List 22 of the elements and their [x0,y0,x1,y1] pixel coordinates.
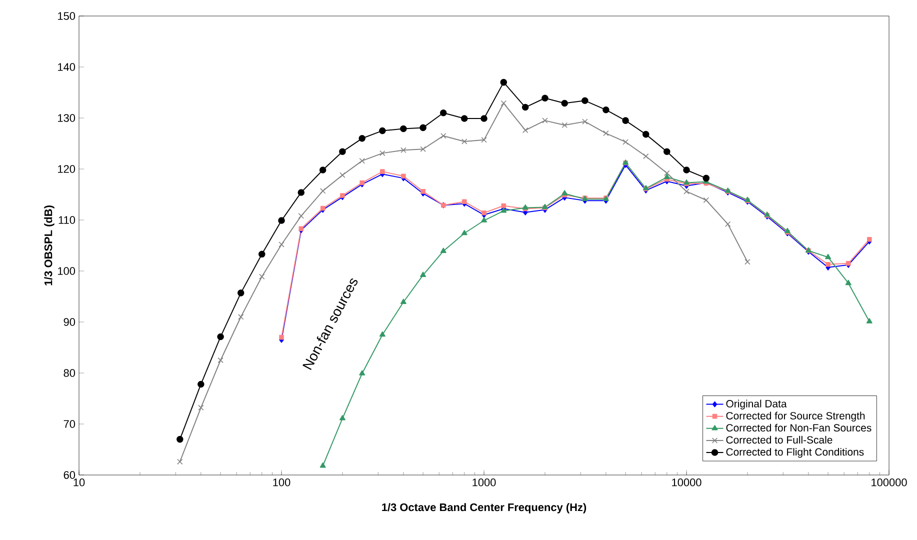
x-tick-label: 100000 [872,478,907,486]
y-tick-label: 150 [58,12,76,20]
y-tick-label: 60 [64,471,76,479]
x-tick-label: 100 [273,478,290,486]
legend-label: Corrected to Full-Scale [726,436,832,444]
y-tick-label: 70 [64,420,76,428]
y-axis-title: 1/3 OBSPL (dB) [44,206,54,286]
y-tick-label: 110 [58,216,76,224]
x-axis-title: 1/3 Octave Band Center Frequency (Hz) [382,503,586,514]
y-tick-label: 130 [58,114,76,122]
legend-label: Corrected for Non-Fan Sources [726,424,872,432]
x-tick-label: 1000 [472,478,496,486]
x-tick-label: 10000 [672,478,702,486]
y-tick-label: 90 [64,318,76,326]
legend-label: Corrected to Flight Conditions [726,448,864,458]
legend-label: Corrected for Source Strength [726,412,865,422]
y-tick-label: 120 [58,165,76,173]
y-tick-label: 80 [64,369,76,377]
x-tick-label: 10 [74,478,85,486]
legend-label: Original Data [726,400,787,410]
y-tick-label: 100 [58,267,76,275]
y-tick-label: 140 [58,63,76,71]
